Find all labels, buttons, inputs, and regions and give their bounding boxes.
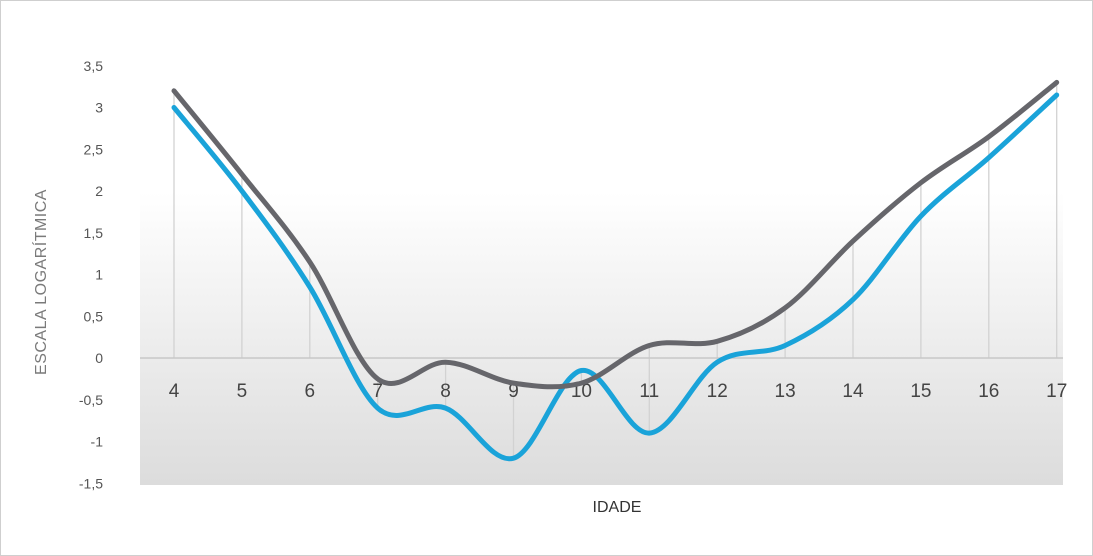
y-axis-ticks: 3,5 3 2,5 2 1,5 1 0,5 0 -0,5 -1 -1,5: [79, 58, 103, 492]
y-tick-label: -0,5: [79, 392, 103, 408]
y-tick-label: 0: [95, 350, 103, 366]
x-tick-label: 5: [237, 381, 248, 402]
x-axis-label: IDADE: [593, 499, 642, 516]
y-axis-label: ESCALA LOGARÍTMICA: [31, 189, 50, 375]
y-tick-label: 2: [95, 183, 103, 199]
y-tick-label: -1,5: [79, 475, 103, 491]
y-tick-label: 0,5: [84, 308, 104, 324]
x-tick-label: 6: [305, 381, 316, 402]
vertical-gridlines: [173, 82, 1058, 459]
y-tick-label: 1,5: [84, 225, 104, 241]
x-tick-label: 14: [842, 381, 864, 402]
x-tick-label: 9: [508, 381, 519, 402]
x-tick-label: 12: [707, 381, 728, 402]
x-tick-label: 16: [978, 381, 999, 402]
x-tick-label: 4: [169, 381, 180, 402]
x-tick-label: 13: [775, 381, 796, 402]
y-tick-label: 1: [95, 267, 103, 283]
y-tick-label: -1: [91, 434, 104, 450]
plot-background: [140, 140, 1063, 485]
x-tick-label: 15: [910, 381, 931, 402]
y-tick-label: 3,5: [84, 58, 104, 74]
x-tick-label: 7: [372, 381, 383, 402]
x-tick-label: 8: [440, 381, 451, 402]
series-lines: [171, 79, 1060, 462]
y-tick-label: 2,5: [84, 141, 104, 157]
x-tick-label: 17: [1046, 381, 1067, 402]
series-line-2: [171, 79, 1060, 390]
y-tick-label: 3: [95, 100, 103, 116]
x-tick-label: 11: [639, 381, 659, 402]
